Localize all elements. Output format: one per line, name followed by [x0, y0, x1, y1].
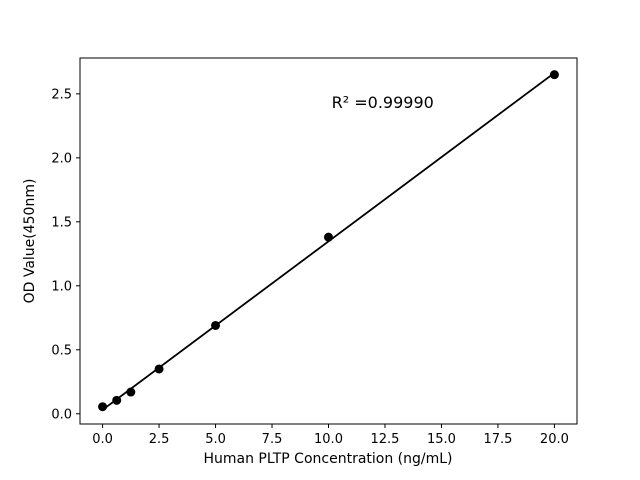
x-tick-label: 20.0 [540, 432, 569, 447]
data-point [211, 320, 221, 330]
y-tick-label: 2.5 [51, 87, 72, 102]
data-point [549, 70, 559, 80]
x-tick-label: 15.0 [427, 432, 456, 447]
x-axis-ticks: 0.0 2.5 5.0 7.5 10.0 12.5 15.0 17.5 20.0 [92, 424, 569, 447]
data-point [324, 232, 333, 242]
x-tick-label: 12.5 [371, 432, 400, 447]
data-points [98, 70, 559, 412]
r-squared-annotation: R² =0.99990 [332, 93, 434, 112]
y-axis-ticks: 0.0 0.5 1.0 1.5 2.0 2.5 [51, 87, 80, 422]
x-tick-label: 0.0 [92, 432, 113, 447]
data-point [154, 364, 164, 374]
data-point [112, 395, 122, 405]
x-tick-label: 5.0 [205, 432, 226, 447]
x-tick-label: 7.5 [262, 432, 283, 447]
y-tick-label: 0.0 [51, 407, 72, 422]
x-tick-label: 17.5 [483, 432, 512, 447]
x-tick-label: 10.0 [314, 432, 343, 447]
y-tick-label: 1.5 [51, 215, 72, 230]
data-point [98, 402, 108, 412]
y-tick-label: 2.0 [51, 151, 72, 166]
x-tick-label: 2.5 [149, 432, 170, 447]
y-tick-label: 0.5 [51, 343, 72, 358]
data-point [126, 387, 136, 397]
y-axis-label: OD Value(450nm) [22, 179, 38, 304]
y-tick-label: 1.0 [51, 279, 72, 294]
x-axis-label: Human PLTP Concentration (ng/mL) [203, 451, 452, 467]
